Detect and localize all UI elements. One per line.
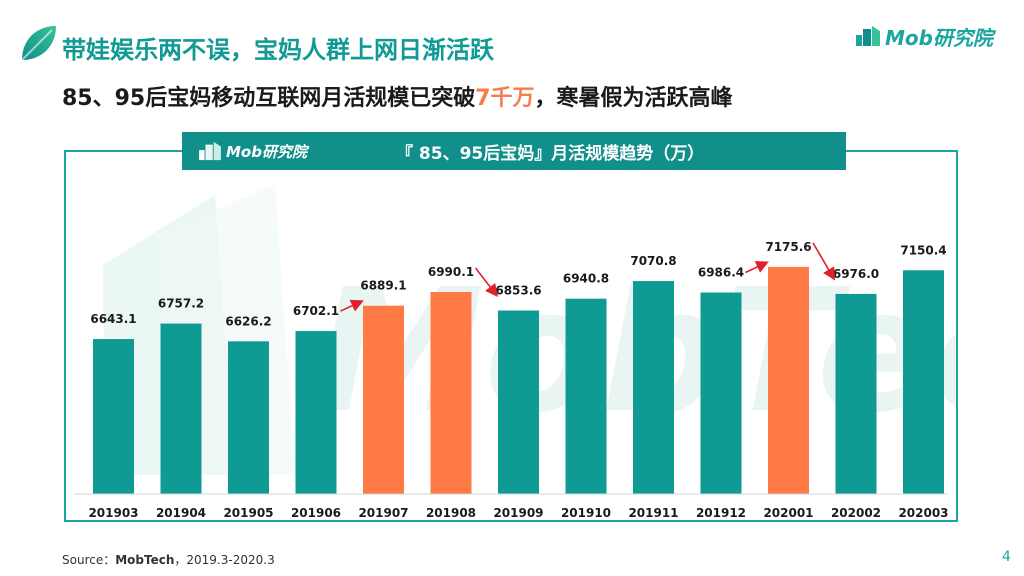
chart-header-buildings-icon <box>199 141 221 161</box>
brand-logo: Mob研究院 <box>855 21 1005 51</box>
value-label-201912: 6986.4 <box>698 266 744 280</box>
bar-201906 <box>295 331 337 494</box>
bar-201903 <box>93 339 134 494</box>
value-label-201904: 6757.2 <box>158 297 204 311</box>
page-subtitle: 85、95后宝妈移动互联网月活规模已突破7千万，寒暑假为活跃高峰 <box>62 80 733 112</box>
bar-202002 <box>835 293 877 494</box>
source-range: ，2019.3-2020.3 <box>174 553 275 567</box>
bar-201909 <box>498 310 539 494</box>
chart-frame-top-right <box>846 150 958 152</box>
trend-arrow-202001-202002 <box>812 242 836 281</box>
x-tick-201905: 201905 <box>223 506 273 520</box>
subtitle-suffix: ，寒暑假为活跃高峰 <box>534 86 733 111</box>
x-tick-201907: 201907 <box>358 506 408 520</box>
value-label-201905: 6626.2 <box>225 314 271 328</box>
x-tick-201912: 201912 <box>696 506 746 520</box>
chart-title: 『 85、95后宝妈』月活规模趋势（万） <box>396 143 705 164</box>
value-label-201903: 6643.1 <box>90 312 136 326</box>
trend-arrow-201912-202001 <box>745 261 769 274</box>
bar-201905 <box>228 341 269 494</box>
value-label-201907: 6889.1 <box>360 279 406 293</box>
leaf-icon <box>21 26 56 61</box>
chart-frame <box>64 150 958 522</box>
x-tick-202003: 202003 <box>898 506 948 520</box>
x-tick-201903: 201903 <box>88 506 138 520</box>
x-tick-201906: 201906 <box>291 506 341 520</box>
value-label-201909: 6853.6 <box>495 284 541 298</box>
bar-202003 <box>903 270 944 494</box>
x-tick-201911: 201911 <box>628 506 678 520</box>
subtitle-highlight: 7千万 <box>475 86 535 111</box>
value-label-201910: 6940.8 <box>563 272 609 286</box>
x-tick-201910: 201910 <box>561 506 611 520</box>
subtitle-prefix: 85、95后宝妈移动互联网月活规模已突破 <box>62 86 476 111</box>
trend-arrow-201908-201909 <box>474 267 498 298</box>
bar-201911 <box>633 281 674 494</box>
bar-201908 <box>430 292 472 494</box>
bar-201907 <box>363 305 404 494</box>
brand-text: Mob研究院 <box>885 25 993 50</box>
bar-201912 <box>700 292 742 494</box>
chart-header-brand-text: Mob研究院 <box>226 142 307 161</box>
bar-201904 <box>160 323 202 494</box>
brand-buildings-icon <box>856 26 880 46</box>
page-number: 4 <box>1002 549 1011 565</box>
bar-202001 <box>768 266 809 494</box>
chart-header-bar: Mob研究院 『 85、95后宝妈』月活规模趋势（万） <box>182 132 846 170</box>
source-note: Source：MobTech，2019.3-2020.3 <box>62 551 275 568</box>
value-label-201908: 6990.1 <box>428 265 474 279</box>
x-tick-202002: 202002 <box>831 506 881 520</box>
x-tick-202001: 202001 <box>763 506 813 520</box>
trend-arrow-201906-201907 <box>340 299 364 312</box>
value-label-201906: 6702.1 <box>293 304 339 318</box>
value-label-202002: 6976.0 <box>833 267 879 281</box>
x-tick-201909: 201909 <box>493 506 543 520</box>
value-label-202003: 7150.4 <box>900 243 946 257</box>
chart-header-brand: Mob研究院 <box>182 141 362 162</box>
value-label-201911: 7070.8 <box>630 254 676 268</box>
page-title: 带娃娱乐两不误，宝妈人群上网日渐活跃 <box>62 36 494 64</box>
source-label: Source： <box>62 553 116 567</box>
source-name: MobTech <box>115 553 175 567</box>
chart-frame-top-left <box>64 150 182 152</box>
bar-201910 <box>565 298 607 494</box>
value-label-202001: 7175.6 <box>765 240 811 254</box>
x-tick-201908: 201908 <box>426 506 476 520</box>
x-tick-201904: 201904 <box>156 506 206 520</box>
